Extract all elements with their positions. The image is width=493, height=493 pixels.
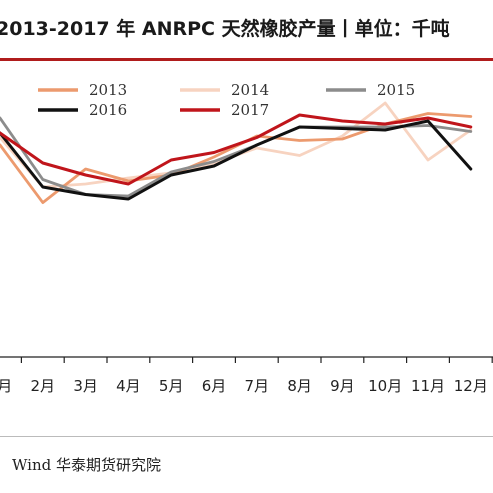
source-note: Wind 华泰期货研究院 [12, 456, 161, 474]
legend-label-2014: 2014 [231, 81, 269, 99]
series-line-2017 [0, 113, 473, 186]
series-line-2016 [0, 119, 473, 201]
x-tick-label: 10月 [368, 377, 402, 395]
chart-title: 2013-2017 年 ANRPC 天然橡胶产量丨单位：千吨 [0, 18, 450, 40]
x-tick-label: 6月 [202, 377, 227, 395]
x-tick-label: 11月 [411, 377, 445, 395]
legend-label-2015: 2015 [377, 81, 415, 99]
x-tick-label: 5月 [159, 377, 184, 395]
legend-label-2016: 2016 [89, 101, 127, 119]
x-tick-label: 8月 [287, 377, 312, 395]
x-tick-label: 4月 [116, 377, 141, 395]
x-tick-label: 2月 [31, 377, 56, 395]
x-tick-label: 7月 [245, 377, 270, 395]
x-tick-label: 9月 [330, 377, 355, 395]
x-tick-label: 3月 [73, 377, 98, 395]
title-divider [0, 58, 493, 61]
x-tick-label: 1月 [0, 377, 12, 395]
x-tick-label: 12月 [454, 377, 488, 395]
legend-label-2017: 2017 [231, 101, 269, 119]
footer-divider [0, 436, 493, 437]
legend-label-2013: 2013 [89, 81, 127, 99]
